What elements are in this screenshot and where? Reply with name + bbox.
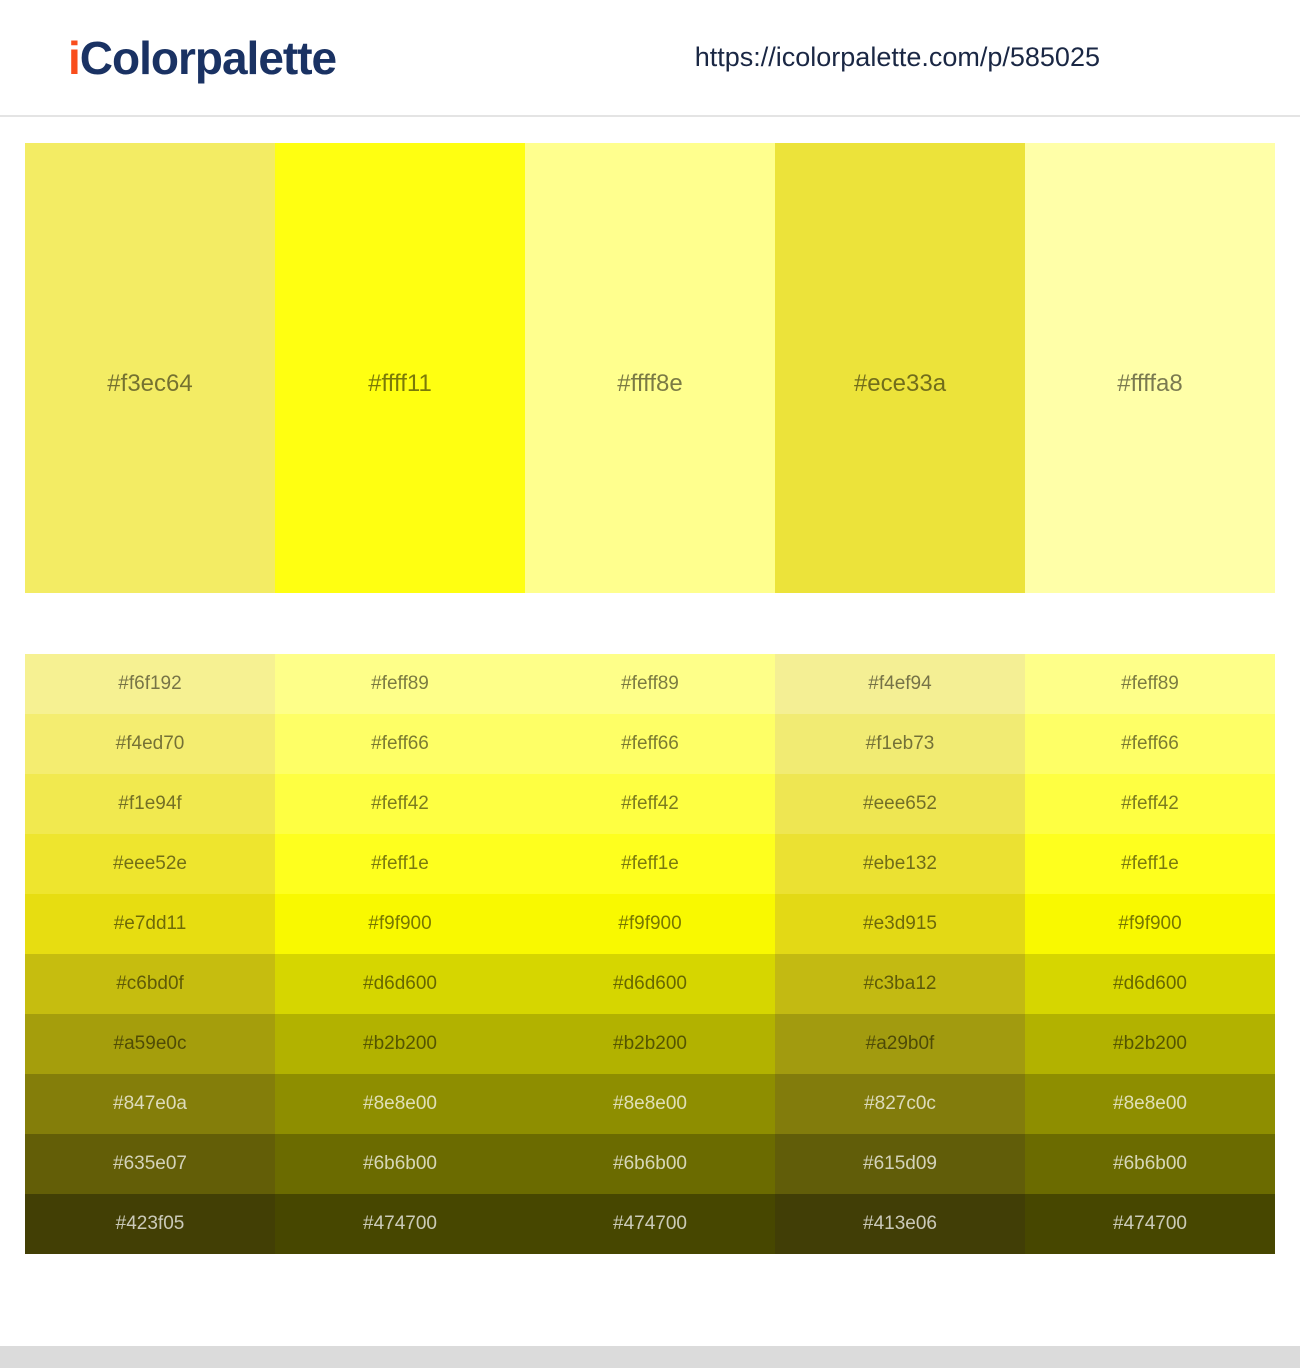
shade-cell[interactable]: #413e06: [775, 1194, 1025, 1254]
palette-swatch-label: #ece33a: [853, 370, 947, 397]
shade-cell[interactable]: #847e0a: [25, 1074, 275, 1134]
shade-row: #f4ed70 #feff66 #feff66 #f1eb73 #feff66: [25, 714, 1275, 774]
shade-cell[interactable]: #d6d600: [1025, 954, 1275, 1014]
shade-cell[interactable]: #c6bd0f: [25, 954, 275, 1014]
shade-cell[interactable]: #b2b200: [275, 1014, 525, 1074]
shade-row: #a59e0c #b2b200 #b2b200 #a29b0f #b2b200: [25, 1014, 1275, 1074]
shade-row: #847e0a #8e8e00 #8e8e00 #827c0c #8e8e00: [25, 1074, 1275, 1134]
palette-swatch-label: #ffff11: [368, 370, 432, 397]
shade-row: #423f05 #474700 #474700 #413e06 #474700: [25, 1194, 1275, 1254]
shade-cell[interactable]: #feff89: [275, 654, 525, 714]
site-logo[interactable]: iColorpalette: [68, 31, 337, 85]
shade-cell[interactable]: #feff1e: [525, 834, 775, 894]
palette-swatch[interactable]: #ffff11: [275, 143, 525, 593]
shades-grid: #f6f192 #feff89 #feff89 #f4ef94 #feff89 #f4ed…: [25, 654, 1275, 1254]
palette-url-link[interactable]: https://icolorpalette.com/p/585025: [694, 42, 1100, 72]
shade-cell[interactable]: #feff89: [1025, 654, 1275, 714]
palette-swatch[interactable]: #f3ec64: [25, 143, 275, 593]
shade-cell[interactable]: #feff66: [525, 714, 775, 774]
shade-cell[interactable]: #8e8e00: [525, 1074, 775, 1134]
shade-cell[interactable]: #f4ef94: [775, 654, 1025, 714]
shade-row: #e7dd11 #f9f900 #f9f900 #e3d915 #f9f900: [25, 894, 1275, 954]
main-content: #f3ec64 #ffff11 #ffff8e #ece33a #ffffa8 #f6f…: [25, 143, 1275, 1254]
shade-cell[interactable]: #d6d600: [525, 954, 775, 1014]
palette-swatch-row: #f3ec64 #ffff11 #ffff8e #ece33a #ffffa8: [25, 143, 1275, 593]
shade-cell[interactable]: #635e07: [25, 1134, 275, 1194]
shade-cell[interactable]: #f6f192: [25, 654, 275, 714]
shade-cell[interactable]: #8e8e00: [1025, 1074, 1275, 1134]
shade-cell[interactable]: #feff66: [275, 714, 525, 774]
shade-cell[interactable]: #f4ed70: [25, 714, 275, 774]
shade-row: #f1e94f #feff42 #feff42 #eee652 #feff42: [25, 774, 1275, 834]
shade-row: #635e07 #6b6b00 #6b6b00 #615d09 #6b6b00: [25, 1134, 1275, 1194]
shade-cell[interactable]: #6b6b00: [275, 1134, 525, 1194]
shade-cell[interactable]: #615d09: [775, 1134, 1025, 1194]
header: iColorpalette https://icolorpalette.com/…: [0, 0, 1300, 117]
shade-cell[interactable]: #feff42: [1025, 774, 1275, 834]
shade-cell[interactable]: #474700: [275, 1194, 525, 1254]
shade-cell[interactable]: #f9f900: [1025, 894, 1275, 954]
shade-cell[interactable]: #feff1e: [1025, 834, 1275, 894]
shade-cell[interactable]: #423f05: [25, 1194, 275, 1254]
palette-swatch-label: #ffff8e: [617, 370, 683, 397]
palette-swatch[interactable]: #ffff8e: [525, 143, 775, 593]
palette-swatch[interactable]: #ece33a: [775, 143, 1025, 593]
shade-cell[interactable]: #feff42: [525, 774, 775, 834]
shade-cell[interactable]: #feff89: [525, 654, 775, 714]
shade-cell[interactable]: #c3ba12: [775, 954, 1025, 1014]
shade-cell[interactable]: #b2b200: [1025, 1014, 1275, 1074]
logo-accent-letter: i: [68, 31, 81, 84]
shade-cell[interactable]: #a59e0c: [25, 1014, 275, 1074]
shade-cell[interactable]: #eee52e: [25, 834, 275, 894]
shade-cell[interactable]: #eee652: [775, 774, 1025, 834]
horizontal-scrollbar[interactable]: [0, 1346, 1300, 1368]
logo-wordmark: Colorpalette: [79, 31, 337, 84]
shade-cell[interactable]: #f9f900: [275, 894, 525, 954]
shade-cell[interactable]: #ebe132: [775, 834, 1025, 894]
shade-cell[interactable]: #feff42: [275, 774, 525, 834]
palette-swatch[interactable]: #ffffa8: [1025, 143, 1275, 593]
shade-cell[interactable]: #f1eb73: [775, 714, 1025, 774]
shade-cell[interactable]: #6b6b00: [525, 1134, 775, 1194]
shade-row: #eee52e #feff1e #feff1e #ebe132 #feff1e: [25, 834, 1275, 894]
shade-cell[interactable]: #f9f900: [525, 894, 775, 954]
shade-cell[interactable]: #d6d600: [275, 954, 525, 1014]
shade-cell[interactable]: #474700: [1025, 1194, 1275, 1254]
palette-swatch-label: #f3ec64: [107, 370, 193, 397]
shade-row: #c6bd0f #d6d600 #d6d600 #c3ba12 #d6d600: [25, 954, 1275, 1014]
palette-swatch-label: #ffffa8: [1117, 370, 1183, 397]
shade-row: #f6f192 #feff89 #feff89 #f4ef94 #feff89: [25, 654, 1275, 714]
shade-cell[interactable]: #e3d915: [775, 894, 1025, 954]
shade-cell[interactable]: #a29b0f: [775, 1014, 1025, 1074]
shade-cell[interactable]: #474700: [525, 1194, 775, 1254]
shade-cell[interactable]: #6b6b00: [1025, 1134, 1275, 1194]
shade-cell[interactable]: #f1e94f: [25, 774, 275, 834]
shade-cell[interactable]: #b2b200: [525, 1014, 775, 1074]
shade-cell[interactable]: #feff1e: [275, 834, 525, 894]
shade-cell[interactable]: #feff66: [1025, 714, 1275, 774]
shade-cell[interactable]: #827c0c: [775, 1074, 1025, 1134]
shade-cell[interactable]: #e7dd11: [25, 894, 275, 954]
shade-cell[interactable]: #8e8e00: [275, 1074, 525, 1134]
